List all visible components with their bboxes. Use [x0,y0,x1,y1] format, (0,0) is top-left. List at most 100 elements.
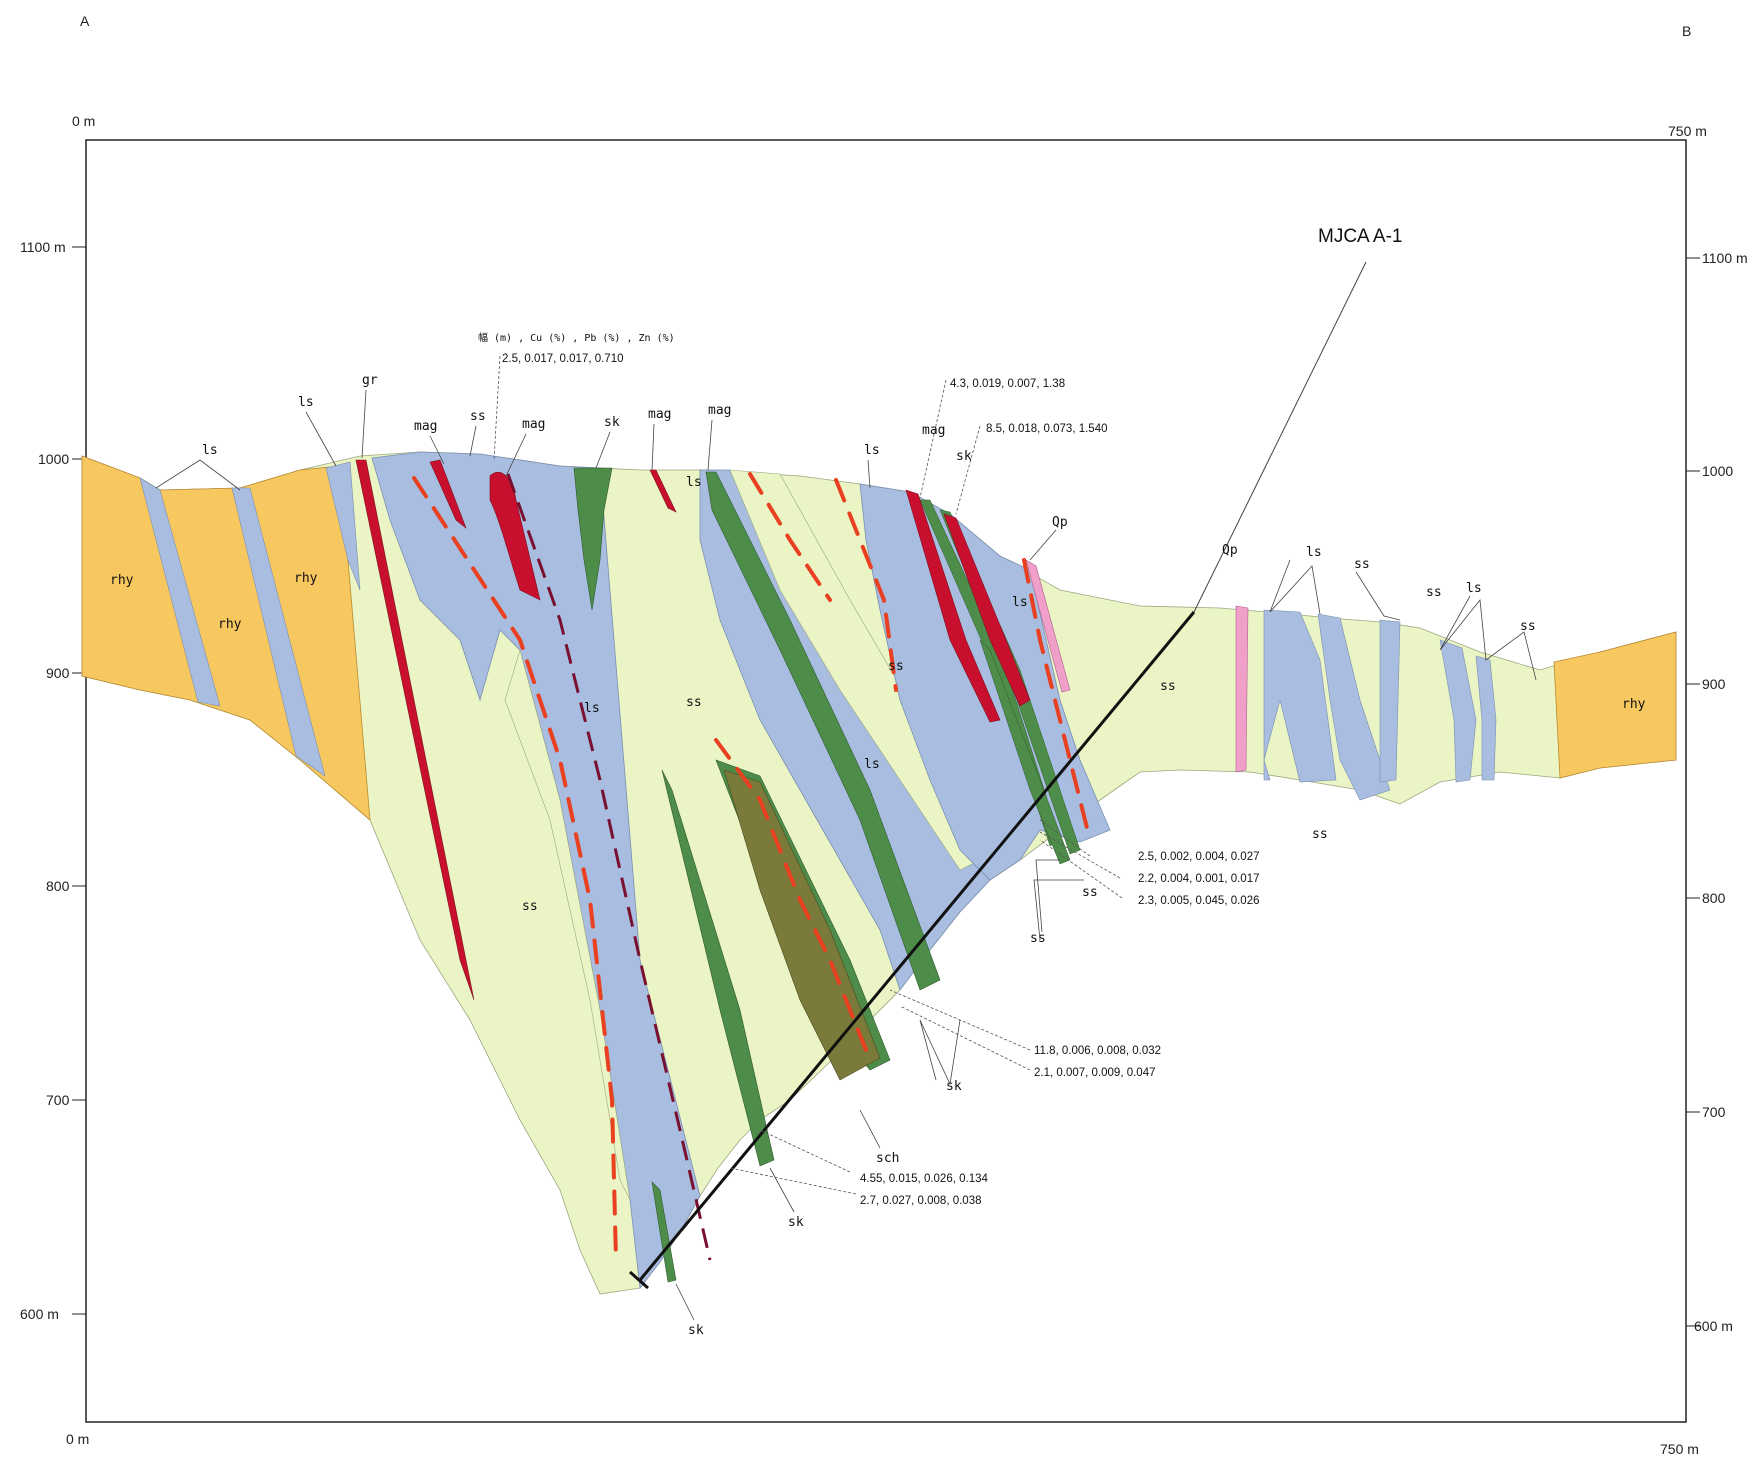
label-rhy-4: rhy [1622,697,1646,712]
limestone-band-3 [325,461,361,591]
skarn-bottom-thin [651,1181,677,1283]
corner-label-a: A [80,13,90,29]
label-ls-9: ls [864,757,880,772]
fault-trace-1 [412,476,618,1262]
assay-label-10: 2.7, 0.027, 0.008, 0.038 [860,1195,982,1207]
left-tick-700: 700 [46,1092,70,1108]
right-tick-700: 700 [1702,1104,1726,1120]
corner-label-b: B [1682,23,1691,39]
faults [412,472,1092,1262]
limestone-band-1 [139,477,221,707]
fault-trace-3 [748,472,832,602]
limestone-band-right-2 [1317,613,1391,801]
label-gr: gr [362,373,378,388]
skarn-left-thin [661,769,775,1167]
label-qp-2: Qp [1222,543,1238,558]
label-ls-2: ls [298,395,314,410]
label-qp-1: Qp [1052,515,1068,530]
label-mag-1: mag [414,419,437,434]
assay-label-7: 11.8, 0.006, 0.008, 0.032 [1034,1045,1161,1057]
assay-label-3: 8.5, 0.018, 0.073, 1.540 [986,423,1108,435]
right-tick-900: 900 [1702,676,1726,692]
label-mag-2: mag [522,417,545,432]
label-ss-7: ss [1160,679,1176,694]
label-ls-4: ls [864,443,880,458]
axis-right-top-label: 750 m [1668,123,1707,139]
quartz-porphyry-left [1025,559,1071,693]
label-ls-8: ls [584,701,600,716]
left-tick-1100: 1100 m [20,239,66,255]
drillhole-leader [1193,261,1367,613]
skarn-right-3 [979,639,1071,865]
skarn-long-band [705,471,941,991]
label-sk-2: sk [956,449,972,464]
skarn-upper [573,467,613,611]
magnetite-pod-2 [489,471,541,601]
left-tick-600: 600 m [20,1306,59,1322]
label-mag-5: mag [922,423,945,438]
section-frame [85,139,1687,1423]
dashed-fault [506,473,712,1261]
left-tick-1000: 1000 [38,451,69,467]
drillhole-name: MJCA A-1 [1318,226,1402,247]
label-ss-10: ss [1082,885,1098,900]
magnetite-pod-1 [429,459,467,529]
label-ls-6: ls [1306,545,1322,560]
assay-label-2: 4.3, 0.019, 0.007, 1.38 [950,378,1065,390]
label-ss-5: ss [888,659,904,674]
label-sk-1: sk [604,415,620,430]
label-ss-3: ss [1426,585,1442,600]
axis-left-top-label: 0 m [72,113,95,129]
drillhole-end-cap [629,1270,649,1290]
assay-label-9: 4.55, 0.015, 0.026, 0.134 [860,1173,988,1185]
limestone-band-right-3 [1379,619,1401,783]
label-ss-11: ss [1030,931,1046,946]
axis-right-bottom-label: 750 m [1660,1441,1699,1457]
unit-labels: ls ls gr mag ss mag sk mag mag ls ls mag… [110,373,1646,1338]
sandstone-wedge [504,648,631,1201]
assay-label-8: 2.1, 0.007, 0.009, 0.047 [1034,1067,1156,1079]
label-mag-4: mag [708,403,731,418]
magnetite-right-2 [943,513,1031,707]
right-axis: 1100 m 1000 900 800 700 600 m [1686,250,1748,1334]
label-rhy-2: rhy [218,617,242,632]
limestone-band-right-4 [1439,639,1477,783]
label-ss-1: ss [470,409,486,424]
unit-leaders [155,389,1537,1321]
granite-dike [355,459,475,1001]
label-ls-7: ls [1466,581,1482,596]
label-sch: sch [876,1151,899,1166]
right-tick-1100: 1100 m [1702,250,1748,266]
limestone-zone-left [371,451,701,1290]
label-sk-5: sk [688,1323,704,1338]
label-ss-2: ss [1354,557,1370,572]
label-ls-5: ls [1012,595,1028,610]
label-rhy-1: rhy [110,573,134,588]
assay-label-1: 2.5, 0.017, 0.017, 0.710 [502,353,624,365]
assay-label-6: 2.3, 0.005, 0.045, 0.026 [1138,895,1260,907]
rhyolite-left-unit [81,455,371,821]
label-rhy-3: rhy [294,571,318,586]
quartz-porphyry-right [1235,605,1249,773]
limestone-band-right-1 [1263,609,1337,783]
assay-label-5: 2.2, 0.004, 0.001, 0.017 [1138,873,1260,885]
label-ss-4: ss [1520,619,1536,634]
assay-label-4: 2.5, 0.002, 0.004, 0.027 [1138,851,1260,863]
fault-trace-2 [714,738,872,1062]
limestone-band-2 [231,487,326,777]
magnetite-right [905,489,1001,723]
right-tick-800: 800 [1702,890,1726,906]
assay-header: 幅 (m) , Cu (%) , Pb (%) , Zn (%) [478,331,675,344]
right-tick-600: 600 m [1694,1318,1733,1334]
label-ls-3: ls [686,475,702,490]
label-ls-1: ls [202,443,218,458]
left-axis: 1100 m 1000 900 800 700 600 m [20,239,86,1322]
label-sk-4: sk [788,1215,804,1230]
magnetite-thin-center [649,469,677,513]
label-ss-9: ss [522,899,538,914]
axis-left-bottom-label: 0 m [66,1431,89,1447]
right-tick-1000: 1000 [1702,463,1733,479]
rhyolite-right-unit [1553,631,1677,779]
label-ss-6: ss [686,695,702,710]
